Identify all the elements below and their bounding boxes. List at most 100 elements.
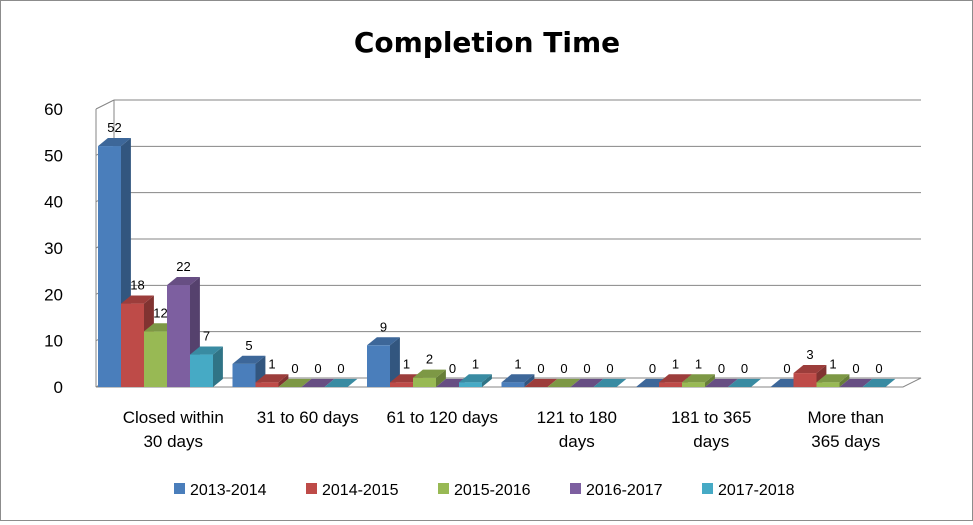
legend-swatch: [570, 483, 581, 494]
bar-side: [278, 374, 289, 387]
y-tick-label: 30: [44, 239, 63, 258]
bar: [190, 346, 223, 387]
data-label: 0: [741, 361, 748, 376]
category-label: 61 to 120 days: [386, 408, 498, 427]
bar: [324, 378, 358, 387]
legend-label: 2015-2016: [454, 482, 531, 499]
bar-front: [121, 303, 144, 387]
bar-top: [862, 378, 896, 387]
category-label: days: [693, 432, 729, 451]
data-label: 5: [245, 338, 252, 353]
legend-label: 2014-2015: [322, 482, 399, 499]
category-label: Closed within: [123, 408, 224, 427]
data-label: 0: [291, 361, 298, 376]
bar: [593, 378, 627, 387]
x-axis-categories: Closed within 30 days 31 to 60 days 61 to 1…: [123, 408, 884, 451]
bar: [570, 378, 604, 387]
data-label: 1: [829, 356, 836, 371]
data-label: 9: [380, 319, 387, 334]
bar: [524, 378, 558, 387]
category-label: 365 days: [811, 432, 880, 451]
bar-front: [167, 285, 190, 387]
bar-front: [413, 377, 436, 387]
data-label: 52: [107, 120, 121, 135]
bar-front: [190, 354, 213, 387]
bar-top: [570, 378, 604, 387]
legend-item: 2013-2014: [174, 482, 267, 499]
bar-side: [482, 374, 492, 387]
legend-item: 2014-2015: [306, 482, 399, 499]
bar-top: [367, 337, 400, 346]
bar: [278, 378, 312, 387]
bar-top: [190, 346, 223, 355]
y-axis-ticks: 0 10 20 30 40 50 60: [44, 100, 63, 397]
data-label: 18: [130, 278, 144, 293]
y-tick-label: 10: [44, 332, 63, 351]
bar-side: [705, 374, 715, 387]
bar: [301, 378, 335, 387]
bar: [367, 337, 400, 387]
y-tick-label: 20: [44, 285, 63, 304]
bar: [547, 378, 581, 387]
bar-top: [98, 137, 131, 147]
data-label: 1: [672, 356, 679, 371]
legend-label: 2013-2014: [190, 482, 267, 499]
category-label: 30 days: [143, 432, 203, 451]
bars: [98, 137, 896, 387]
bar: [728, 378, 761, 387]
bar-top: [705, 378, 738, 387]
data-label: 1: [403, 356, 410, 371]
bar-side: [390, 337, 400, 387]
bar-top: [501, 374, 535, 383]
bar-top: [593, 378, 627, 387]
chart-title: Completion Time: [354, 26, 620, 59]
data-label: 0: [583, 361, 590, 376]
category-label: 121 to 180: [537, 408, 617, 427]
bar-top: [121, 295, 154, 304]
bar-side: [213, 346, 223, 387]
category-label: More than: [807, 408, 884, 427]
bar-top: [278, 378, 312, 387]
bar: [501, 374, 535, 387]
data-label: 0: [718, 361, 725, 376]
bar-front: [459, 382, 482, 387]
bar-top: [232, 355, 266, 364]
legend-swatch: [438, 483, 449, 494]
bar-top: [547, 378, 581, 387]
y-tick-label: 50: [44, 146, 63, 165]
data-label: 0: [337, 361, 344, 376]
bar-front: [501, 382, 525, 387]
data-label: 1: [514, 356, 521, 371]
bar-front: [367, 345, 390, 387]
bar-top: [459, 374, 492, 383]
bar: [459, 374, 492, 387]
bar-top: [682, 374, 715, 383]
legend-swatch: [306, 483, 317, 494]
legend-label: 2017-2018: [718, 482, 795, 499]
bar-front: [793, 373, 817, 387]
legend-swatch: [174, 483, 185, 494]
data-label: 22: [176, 259, 190, 274]
bar-top: [301, 378, 335, 387]
gridline-depth: [95, 99, 115, 110]
bar-front: [98, 146, 121, 387]
bar-front: [144, 331, 167, 387]
bar-top: [413, 369, 446, 378]
bar-front: [659, 382, 682, 387]
data-label: 0: [875, 361, 882, 376]
category-label: 31 to 60 days: [257, 408, 359, 427]
data-label: 0: [783, 361, 790, 376]
category-label: days: [559, 432, 595, 451]
bar-top: [728, 378, 761, 387]
data-label: 0: [649, 361, 656, 376]
data-label: 0: [537, 361, 544, 376]
data-label: 0: [449, 361, 456, 376]
bar: [862, 378, 896, 387]
bar-front: [390, 382, 413, 387]
bar: [705, 378, 738, 387]
gridlines: [95, 99, 921, 388]
bar-front: [255, 382, 279, 387]
legend-label: 2016-2017: [586, 482, 663, 499]
